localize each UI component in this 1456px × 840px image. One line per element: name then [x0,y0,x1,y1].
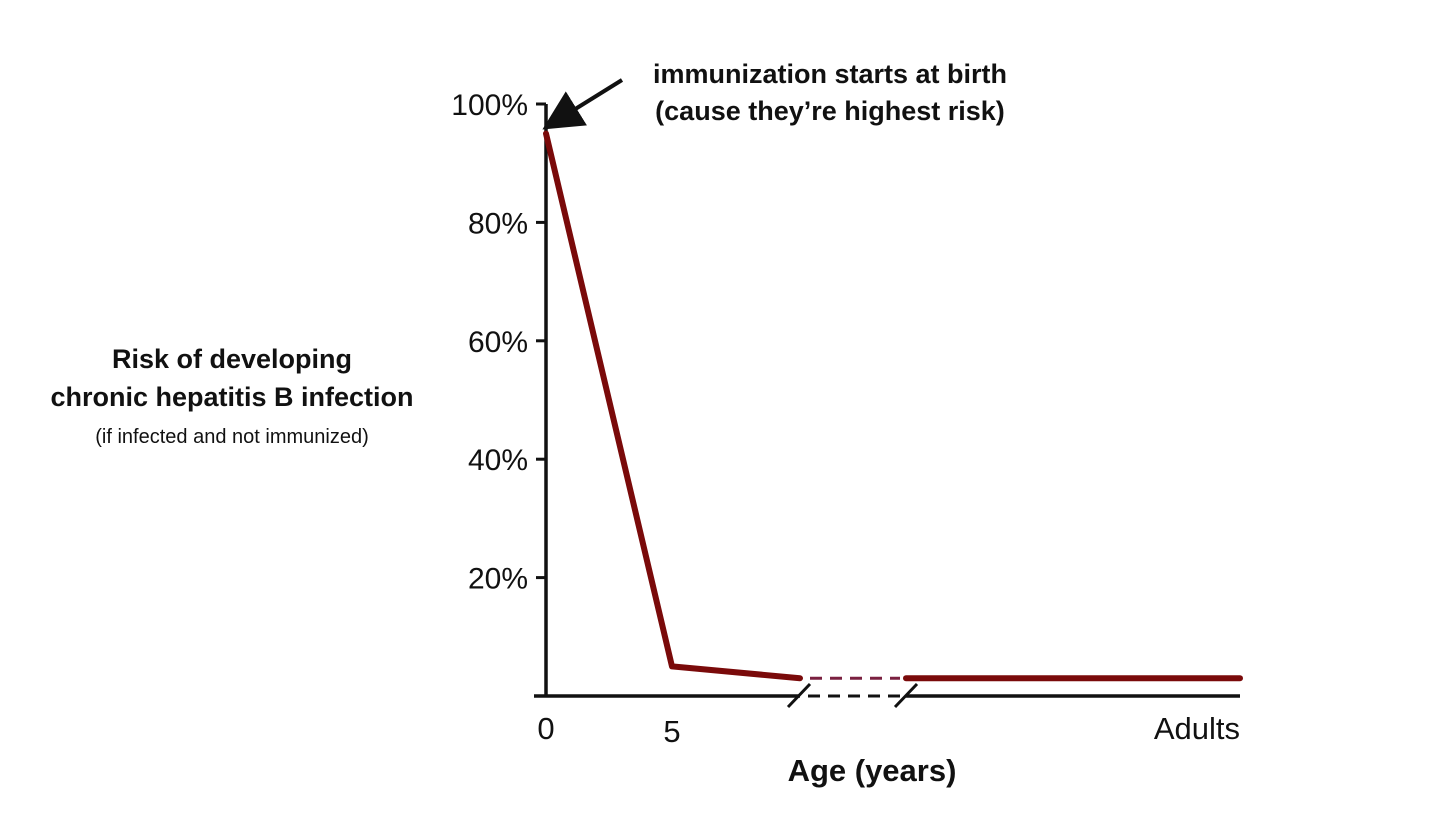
y-axis-title-note: (if infected and not immunized) [95,426,368,448]
y-axis-title-line1: Risk of developing [112,344,352,374]
annotation-line2: (cause they’re highest risk) [655,96,1005,126]
risk-line-segment [543,130,803,682]
y-axis-title-line2: chronic hepatitis B infection [50,382,413,412]
annotation-line1: immunization starts at birth [653,59,1007,89]
x-tick-label: 0 [537,711,554,746]
y-tick-label: 100% [451,89,528,122]
annotation-arrow [542,78,624,130]
x-tick-label: 5 [663,714,680,749]
x-axis-title: Age (years) [788,753,957,788]
axis-break-mark-right [893,682,919,709]
x-ticks: 0 5 Adults [537,711,1240,749]
y-ticks: 20% 40% 60% 80% 100% [451,89,546,596]
y-tick-label: 60% [468,326,528,359]
x-tick-label: Adults [1154,711,1240,746]
series [543,130,1243,682]
annotation: immunization starts at birth (cause they… [542,59,1007,130]
y-tick-label: 80% [468,207,528,240]
y-tick-label: 40% [468,444,528,477]
axis-break-mark-left [786,682,812,709]
axes [534,104,1240,709]
y-tick-label: 20% [468,563,528,596]
